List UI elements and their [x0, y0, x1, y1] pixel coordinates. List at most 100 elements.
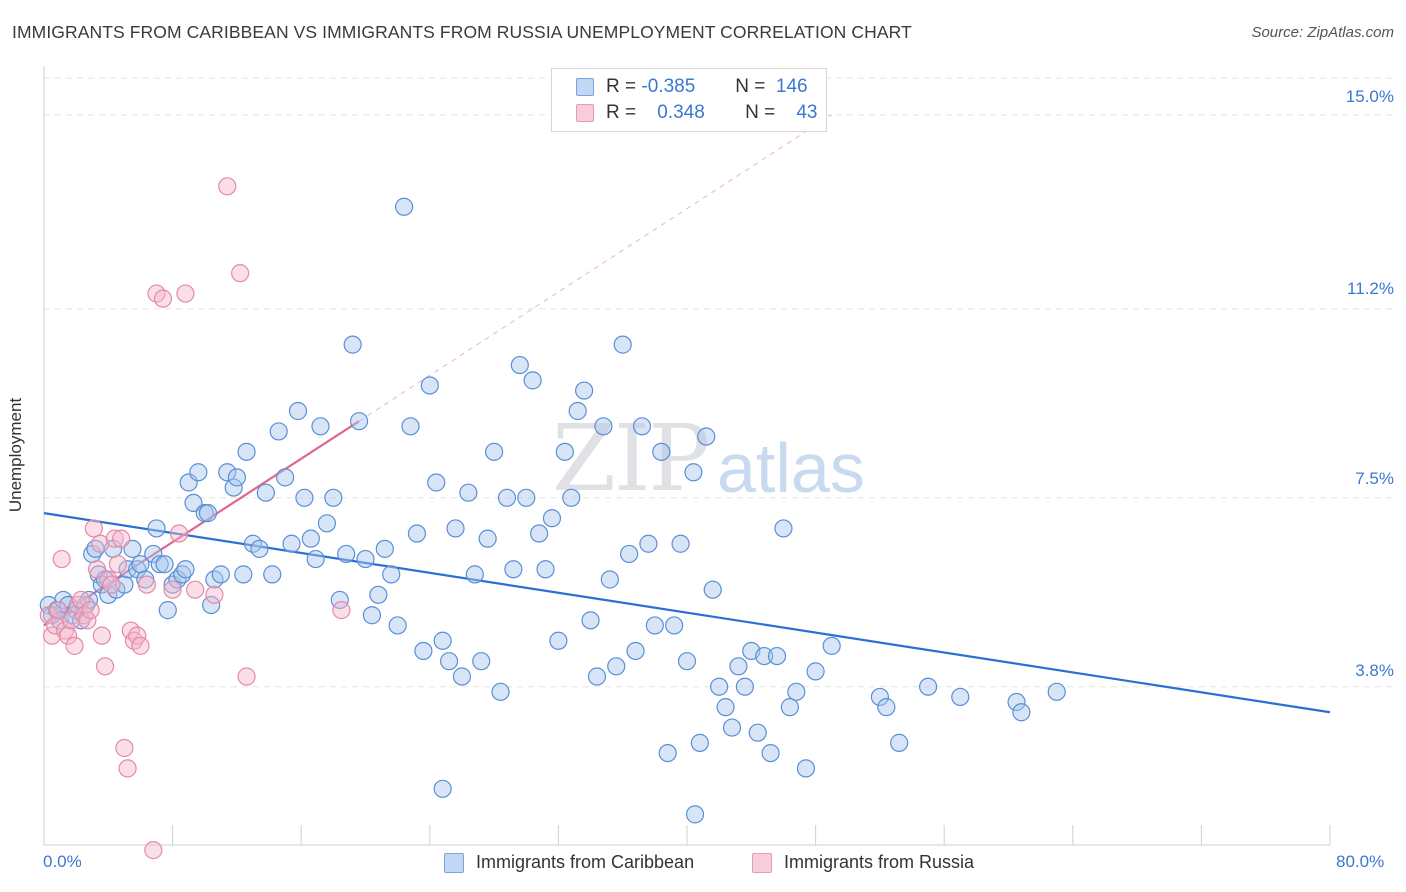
russia-point — [176, 284, 195, 303]
caribbean-point — [517, 488, 536, 507]
caribbean-point — [755, 646, 774, 666]
russia-point — [59, 626, 78, 645]
caribbean-point — [427, 473, 446, 492]
russia-point — [92, 626, 111, 645]
russia-point — [87, 560, 107, 579]
caribbean-point — [227, 468, 246, 487]
axis-layer — [43, 66, 1331, 846]
caribbean-point — [317, 514, 337, 533]
caribbean-point — [568, 401, 587, 421]
russia-point — [91, 534, 110, 553]
caribbean-point — [703, 580, 722, 599]
y-tick-label: 3.8% — [1355, 661, 1394, 680]
caribbean-point — [684, 463, 703, 482]
caribbean-point — [632, 417, 652, 436]
caribbean-point — [677, 652, 697, 671]
russia-point — [332, 601, 351, 620]
caribbean-point — [218, 463, 237, 482]
chart-title: IMMIGRANTS FROM CARIBBEAN VS IMMIGRANTS … — [12, 22, 912, 42]
chart-source: Source: ZipAtlas.com — [1251, 24, 1394, 41]
caribbean-point — [375, 539, 394, 558]
legend-row-caribbean: R = -0.385 N = 146 — [576, 74, 808, 100]
russia-point — [108, 555, 128, 574]
caribbean-point — [256, 483, 275, 502]
russia-point — [46, 616, 65, 635]
caribbean-point — [343, 335, 362, 354]
caribbean-point — [697, 427, 716, 446]
caribbean-point — [767, 646, 787, 666]
caribbean-point — [536, 560, 555, 579]
watermark-atlas: atlas — [717, 429, 865, 507]
caribbean-point — [748, 723, 767, 742]
russia-point — [65, 636, 84, 655]
caribbean-point — [562, 488, 581, 507]
caribbean-point — [407, 524, 427, 543]
caribbean-point — [446, 519, 465, 538]
russia-trend-extension — [358, 114, 832, 422]
russia-point — [49, 601, 68, 620]
caribbean-point — [433, 779, 452, 798]
caribbean-point — [575, 381, 594, 400]
pink-swatch — [576, 104, 594, 122]
caribbean-point — [176, 560, 195, 579]
caribbean-point — [685, 805, 705, 824]
caribbean-point — [600, 570, 619, 589]
caribbean-point — [523, 371, 542, 390]
russia-point — [78, 611, 97, 630]
russia-point — [102, 575, 121, 594]
russia-point — [128, 626, 147, 645]
caribbean-point — [1047, 682, 1066, 701]
russia-point — [39, 606, 58, 625]
caribbean-point — [626, 641, 645, 661]
caribbean-point — [645, 616, 664, 635]
russia-point — [153, 289, 173, 308]
caribbean-point — [123, 539, 142, 558]
caribbean-point — [530, 524, 549, 543]
caribbean-point — [459, 483, 478, 502]
caribbean-point — [729, 657, 748, 676]
russia-point — [105, 529, 124, 548]
caribbean-point — [362, 606, 382, 625]
caribbean-point — [173, 565, 192, 584]
russia-point — [118, 759, 137, 778]
caribbean-point — [613, 335, 632, 354]
caribbean-point — [234, 565, 253, 584]
caribbean-point — [420, 376, 439, 395]
caribbean-point — [497, 488, 517, 507]
caribbean-point — [224, 478, 243, 497]
point-layer — [39, 177, 1066, 860]
russia-point — [99, 570, 118, 589]
n-label: N = — [745, 102, 776, 123]
caribbean-point — [211, 565, 230, 584]
caribbean-point — [587, 667, 607, 686]
caribbean-point — [555, 442, 574, 461]
caribbean-point — [250, 539, 269, 558]
y-tick-label: 15.0% — [1345, 87, 1394, 106]
caribbean-point — [716, 698, 735, 717]
caribbean-point — [620, 544, 639, 564]
caribbean-point — [198, 504, 218, 523]
n-value: 146 — [775, 76, 808, 97]
y-tick-label: 7.5% — [1355, 469, 1394, 488]
caribbean-point — [822, 636, 841, 655]
caribbean-point — [150, 555, 169, 574]
russia-point — [84, 519, 103, 538]
caribbean-point — [311, 417, 330, 436]
caribbean-point — [86, 539, 105, 558]
caribbean-point — [414, 641, 433, 661]
y-tick-label: 11.2% — [1347, 279, 1394, 298]
legend-label: Immigrants from Caribbean — [476, 852, 695, 872]
caribbean-point — [780, 698, 799, 717]
caribbean-point — [581, 611, 600, 630]
caribbean-point — [510, 355, 529, 375]
caribbean-point — [144, 544, 163, 564]
caribbean-point — [388, 616, 407, 635]
r-label: R = — [606, 102, 637, 123]
n-value: 43 — [796, 102, 818, 123]
caribbean-point — [774, 519, 793, 538]
pink-swatch — [752, 852, 772, 873]
series-legend: Immigrants from Caribbean Immigrants fro… — [0, 852, 1406, 878]
russia-point — [218, 177, 237, 196]
caribbean-trend-line — [43, 512, 1331, 714]
